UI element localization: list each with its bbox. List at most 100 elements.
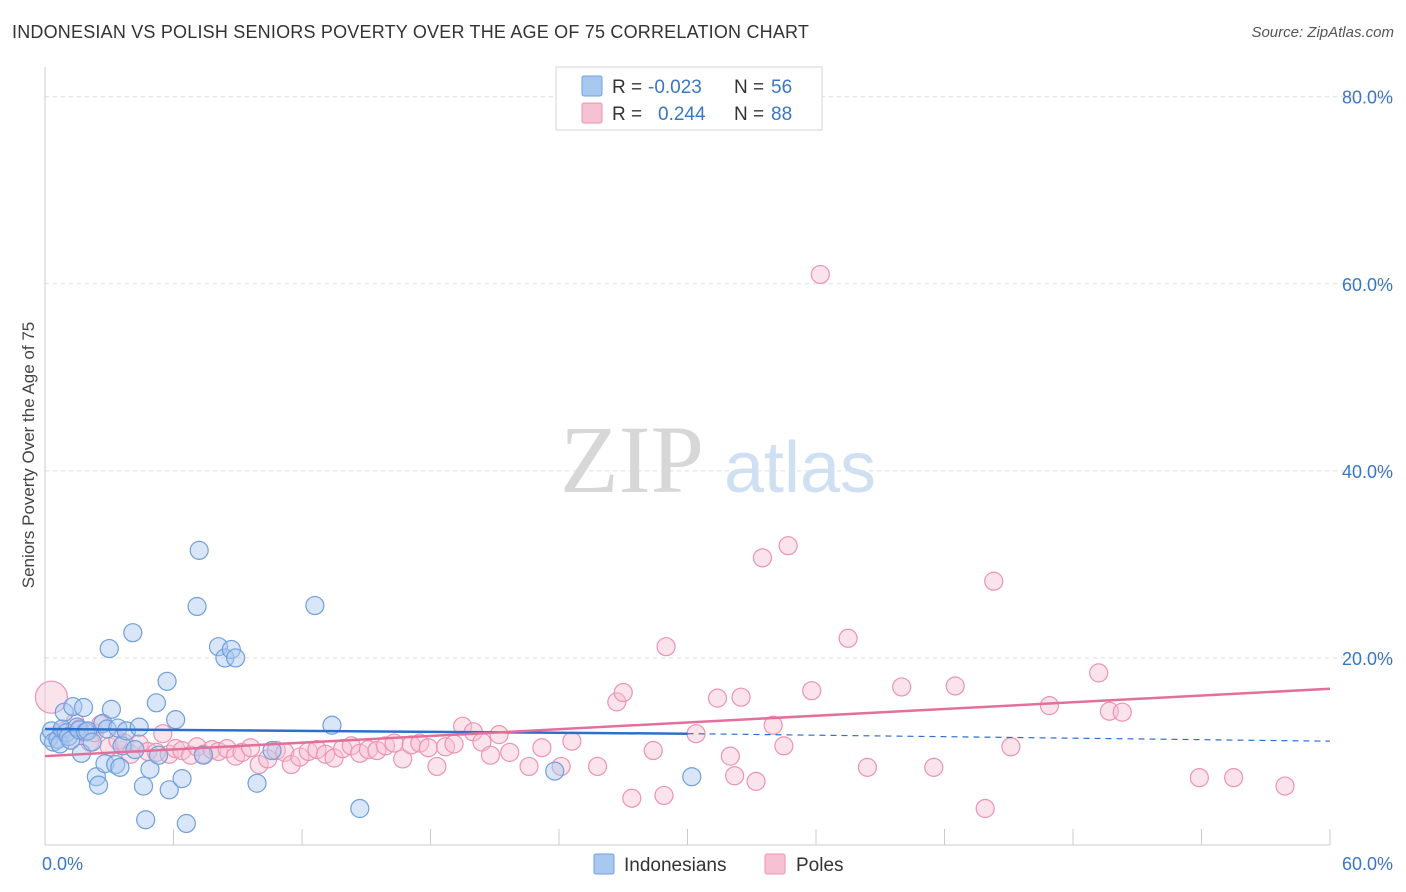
poles-point-94 <box>1275 776 1295 796</box>
poles-point-87 <box>1001 737 1021 757</box>
poles-point-67 <box>654 785 674 806</box>
indonesians-point-56 <box>682 767 702 787</box>
legend-r-value-1: -0.023 <box>648 77 702 98</box>
indonesians-point-28 <box>112 736 132 756</box>
poles-point-59 <box>532 738 552 758</box>
poles-point-66 <box>643 740 663 761</box>
y-tick-label-0: 20.0% <box>1342 649 1393 669</box>
poles-point-84 <box>945 676 965 696</box>
poles-point-64 <box>613 682 633 703</box>
indonesians-point-19 <box>88 775 109 795</box>
indonesians-point-40 <box>166 710 186 730</box>
chart-title: INDONESIAN VS POLISH SENIORS POVERTY OVE… <box>12 22 810 42</box>
poles-point-79 <box>802 681 822 701</box>
indonesians-point-51 <box>262 740 282 761</box>
legend-swatch-indonesians <box>581 75 603 97</box>
grid <box>45 96 1390 659</box>
poles-point-93 <box>1224 768 1244 788</box>
poles-point-83 <box>924 757 944 777</box>
poles-point-70 <box>707 688 728 708</box>
poles-point-63 <box>607 692 627 712</box>
axes <box>44 67 1331 846</box>
indonesians-point-10 <box>63 696 83 717</box>
watermark: ZIP atlas <box>560 406 876 513</box>
x-tick-labels: 0.0% 60.0% <box>42 854 1393 874</box>
indonesians-point-42 <box>176 813 196 834</box>
indonesians-point-38 <box>157 671 177 691</box>
poles-point-65 <box>622 788 642 808</box>
poles-point-73 <box>731 687 751 707</box>
poles-point-85 <box>975 798 995 819</box>
poles-point-27 <box>241 738 261 758</box>
indonesians-point-50 <box>247 773 267 793</box>
poles-point-68 <box>656 637 676 657</box>
bottom-legend: Indonesians Poles <box>593 853 844 876</box>
bottom-legend-indonesians: Indonesians <box>624 855 726 876</box>
indonesians-point-45 <box>193 745 214 765</box>
poles-point-88 <box>1039 696 1060 716</box>
y-tick-label-2: 60.0% <box>1342 275 1393 295</box>
poles-point-81 <box>857 757 878 777</box>
y-axis-label: Seniors Poverty Over the Age of 75 <box>19 322 38 588</box>
series-indonesians <box>39 540 702 834</box>
watermark-zip: ZIP <box>560 406 704 513</box>
indonesians-point-36 <box>146 693 166 713</box>
poles-point-92 <box>1189 768 1209 788</box>
indonesians-point-53 <box>322 715 342 735</box>
legend-r-value-2: 0.244 <box>658 104 706 125</box>
poles-point-15 <box>153 724 173 744</box>
legend-r-label-2: R = <box>612 104 642 125</box>
poles-point-74 <box>746 771 766 791</box>
poles-point-61 <box>562 731 582 751</box>
indonesians-point-49 <box>226 648 246 668</box>
poles-point-72 <box>725 766 745 786</box>
trendlines <box>44 687 1331 758</box>
trendline-indonesians <box>44 727 688 735</box>
indonesians-point-39 <box>159 780 179 800</box>
y-tick-label-1: 40.0% <box>1342 462 1393 482</box>
poles-point-82 <box>892 677 912 697</box>
bottom-legend-poles: Poles <box>796 855 844 876</box>
indonesians-point-27 <box>110 757 130 777</box>
indonesians-point-34 <box>136 810 156 830</box>
poles-point-48 <box>418 738 438 758</box>
legend-box: R = -0.023 N = 56 R = 0.244 N = 88 <box>555 66 823 131</box>
legend-n-label-1: N = <box>734 77 764 98</box>
indonesians-point-33 <box>133 776 154 796</box>
indonesians-point-17 <box>82 732 102 752</box>
poles-point-76 <box>763 715 783 735</box>
indonesians-point-44 <box>189 540 209 560</box>
indonesians-point-52 <box>305 595 325 616</box>
legend-swatch-poles <box>581 102 603 124</box>
poles-point-75 <box>752 548 773 568</box>
poles-point-58 <box>519 756 539 777</box>
trendline-poles <box>44 687 1331 758</box>
poles-point-86 <box>984 571 1004 591</box>
poles-point-62 <box>587 756 608 777</box>
watermark-atlas: atlas <box>724 428 876 508</box>
indonesians-point-55 <box>545 761 565 781</box>
indonesians-point-32 <box>129 717 149 737</box>
indonesians-point-43 <box>187 596 207 617</box>
x-tick-label-0: 0.0% <box>42 854 83 874</box>
poles-point-78 <box>778 536 798 556</box>
legend-n-value-2: 88 <box>771 104 792 125</box>
indonesians-point-31 <box>125 739 145 760</box>
indonesians-point-24 <box>101 699 121 719</box>
indonesians-point-30 <box>123 623 143 643</box>
indonesians-point-21 <box>95 754 115 774</box>
indonesians-point-23 <box>99 638 119 659</box>
indonesians-point-14 <box>73 697 94 718</box>
poles-point-49 <box>427 756 447 777</box>
poles-point-56 <box>489 725 509 745</box>
source-label: Source: ZipAtlas.com <box>1251 24 1394 41</box>
poles-point-95 <box>810 264 830 285</box>
y-tick-label-3: 80.0% <box>1342 88 1393 108</box>
y-tick-labels: 20.0% 40.0% 60.0% 80.0% <box>1342 88 1393 669</box>
poles-point-45 <box>393 749 413 769</box>
poles-point-77 <box>774 736 794 756</box>
poles-point-71 <box>720 746 740 766</box>
legend-r-label-1: R = <box>612 77 642 98</box>
poles-point-55 <box>480 745 501 765</box>
